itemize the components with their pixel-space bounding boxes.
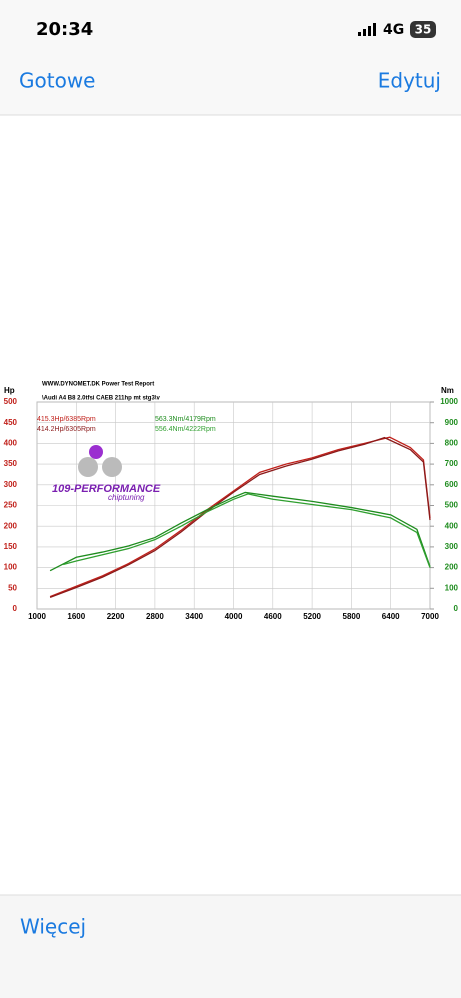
x-tick-label: 2800 xyxy=(146,612,164,621)
logo: 109-PERFORMANCE xyxy=(52,483,161,495)
y-tick-label: 150 xyxy=(4,542,18,551)
y2-tick-label: 800 xyxy=(445,439,459,448)
done-button[interactable]: Gotowe xyxy=(19,69,95,93)
y2-tick-label: 700 xyxy=(445,459,459,468)
battery xyxy=(410,21,436,38)
y2-tick-label: 900 xyxy=(445,418,459,427)
y2-tick-label: 500 xyxy=(445,501,459,510)
annotation: 414.2Hp/6305Rpm xyxy=(37,426,96,433)
y2-axis-label: Nm xyxy=(441,386,454,395)
more-button[interactable]: Więcej xyxy=(20,915,86,939)
y-tick-label: 500 xyxy=(4,397,18,406)
x-tick-label: 1600 xyxy=(67,612,85,621)
y-tick-label: 400 xyxy=(4,439,18,448)
bottom-bar xyxy=(0,895,461,998)
series-line xyxy=(63,493,431,568)
y-axis-label: Hp xyxy=(4,386,15,395)
y-tick-label: 0 xyxy=(13,604,18,613)
signal xyxy=(358,23,376,36)
annotation: 556.4Nm/4222Rpm xyxy=(155,426,216,433)
x-tick-label: 5200 xyxy=(303,612,321,621)
y-tick-label: 200 xyxy=(4,521,18,530)
annotation: 415.3Hp/6385Rpm xyxy=(37,416,96,423)
logo-gear xyxy=(102,457,122,477)
chart-header: WWW.DYNOMET.DK Power Test Report xyxy=(42,382,154,388)
x-tick-label: 3400 xyxy=(185,612,203,621)
x-tick-label: 1000 xyxy=(28,612,46,621)
network: 4G xyxy=(383,22,404,38)
y2-tick-label: 1000 xyxy=(440,397,458,406)
x-tick-label: 4000 xyxy=(225,612,243,621)
dyno-chart: 1000 1600 2200 2800 3400 4000 4600 5200 5800 6400… xyxy=(0,372,461,642)
y2-tick-label: 600 xyxy=(445,480,459,489)
x-tick-label: 2200 xyxy=(107,612,125,621)
chart-background xyxy=(0,372,461,642)
chart-subtitle: \Audi A4 B8 2.0tfsi CAEB 211hp mt stg3\v xyxy=(42,396,160,402)
y2-tick-label: 400 xyxy=(445,521,459,530)
time: 20:34 xyxy=(36,19,93,40)
x-tick-label: 6400 xyxy=(382,612,400,621)
series-line xyxy=(49,436,431,599)
y2-tick-label: 0 xyxy=(454,604,459,613)
x-tick-label: 5800 xyxy=(343,612,361,621)
series-line xyxy=(49,491,431,572)
y-tick-label: 50 xyxy=(8,583,17,592)
y2-tick-label: 100 xyxy=(445,583,459,592)
logo-gear xyxy=(78,457,98,477)
battery-level: 35 xyxy=(415,23,432,37)
x-tick-label: 7000 xyxy=(421,612,439,621)
y-tick-label: 350 xyxy=(4,459,18,468)
y2-tick-label: 300 xyxy=(445,542,459,551)
y-tick-label: 250 xyxy=(4,501,18,510)
logo-badge xyxy=(89,445,103,459)
logo-subtitle: chiptuning xyxy=(108,493,145,502)
series-line xyxy=(49,436,431,598)
x-tick-label: 4600 xyxy=(264,612,282,621)
y-tick-label: 100 xyxy=(4,563,18,572)
y-tick-label: 450 xyxy=(4,418,18,427)
y2-tick-label: 200 xyxy=(445,563,459,572)
top-bar xyxy=(0,0,461,115)
edit-button[interactable]: Edytuj xyxy=(378,69,441,93)
annotation: 563.3Nm/4179Rpm xyxy=(155,416,216,423)
y-tick-label: 300 xyxy=(4,480,18,489)
